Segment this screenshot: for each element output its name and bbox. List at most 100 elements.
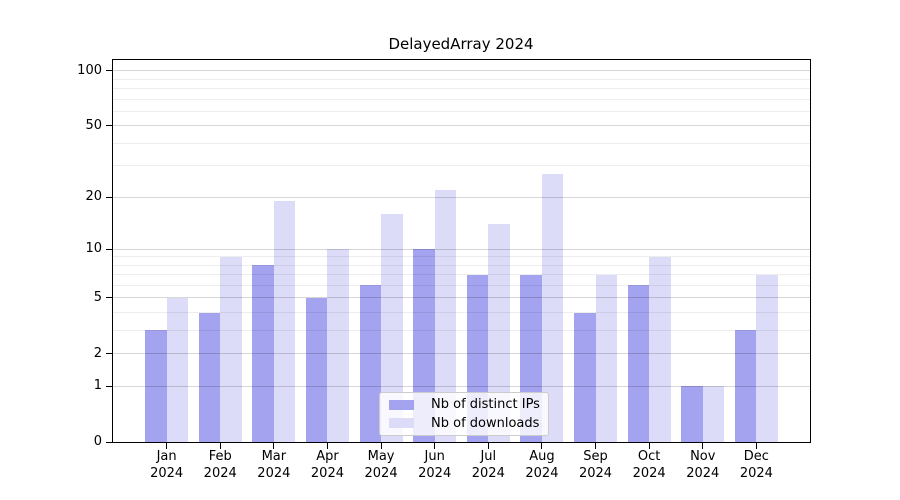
x-tick-jul [487, 443, 489, 449]
x-tick-oct [648, 443, 650, 449]
major-gridline-50 [113, 125, 810, 127]
minor-gridline-3 [113, 329, 810, 331]
x-tick-label-month: Dec [743, 449, 769, 464]
x-tick-label-month: Jan [156, 449, 177, 464]
bar-may-distinct-ips [359, 285, 382, 442]
y-tick-50 [106, 125, 112, 127]
bar-apr-downloads [327, 249, 349, 442]
y-tick-100 [106, 70, 112, 72]
y-tick-label-100: 100 [77, 62, 102, 78]
x-tick-label-month: Aug [529, 449, 555, 464]
x-tick-label-month: May [367, 449, 395, 464]
x-tick-sep [595, 443, 597, 449]
x-tick-aug [541, 443, 543, 449]
x-tick-label-aug: Aug 2024 [507, 448, 577, 482]
x-tick-label-jan: Jan 2024 [132, 448, 202, 482]
y-tick-label-10: 10 [85, 241, 102, 257]
legend: Nb of distinct IPs Nb of downloads [379, 392, 549, 436]
y-tick-2 [106, 353, 112, 355]
major-gridline-10 [113, 248, 810, 250]
bar-mar-distinct-ips [252, 265, 274, 442]
y-tick-1 [106, 385, 112, 387]
minor-gridline-8 [113, 264, 810, 266]
x-tick-label-year: 2024 [525, 466, 559, 481]
bar-dec-downloads [756, 274, 778, 442]
x-tick-label-year: 2024 [632, 466, 666, 481]
x-tick-label-month: Mar [261, 449, 287, 464]
x-tick-nov [702, 443, 704, 449]
bar-aug-downloads [541, 173, 564, 442]
x-tick-label-month: Jun [424, 449, 445, 464]
minor-gridline-90 [113, 78, 810, 80]
bar-sep-distinct-ips [574, 312, 596, 442]
x-tick-label-dec: Dec 2024 [721, 448, 791, 482]
legend-label-downloads: Nb of downloads [431, 415, 540, 431]
x-tick-label-jun: Jun 2024 [400, 448, 470, 482]
x-tick-jun [434, 443, 436, 449]
minor-gridline-40 [113, 142, 810, 144]
bar-apr-distinct-ips [306, 297, 328, 442]
x-tick-label-year: 2024 [739, 466, 773, 481]
x-tick-label-year: 2024 [578, 466, 613, 481]
x-tick-label-may: May 2024 [346, 448, 416, 482]
y-tick-10 [106, 248, 112, 250]
x-tick-label-month: Sep [583, 449, 608, 464]
x-tick-label-year: 2024 [418, 466, 452, 481]
x-tick-feb [219, 443, 221, 449]
y-tick-0 [106, 441, 112, 443]
major-gridline-5 [113, 297, 810, 299]
x-tick-label-year: 2024 [150, 466, 184, 481]
x-tick-may [380, 443, 382, 449]
bar-sep-downloads [595, 274, 617, 442]
legend-swatch-ips [389, 399, 414, 410]
x-tick-label-year: 2024 [203, 466, 237, 481]
chart-title: DelayedArray 2024 [388, 35, 534, 53]
minor-gridline-4 [113, 312, 810, 314]
y-tick-label-20: 20 [85, 189, 102, 205]
major-gridline-1 [113, 385, 810, 387]
minor-gridline-60 [113, 110, 810, 112]
bar-nov-downloads [702, 386, 725, 442]
bar-nov-distinct-ips [681, 386, 703, 442]
y-tick-label-0: 0 [93, 434, 102, 449]
bar-feb-downloads [220, 256, 242, 442]
x-tick-label-oct: Oct 2024 [614, 448, 684, 482]
x-tick-label-mar: Mar 2024 [239, 448, 309, 482]
x-tick-label-nov: Nov 2024 [668, 448, 738, 482]
bar-may-downloads [381, 214, 403, 442]
minor-gridline-6 [113, 284, 810, 286]
y-tick-label-50: 50 [85, 117, 102, 133]
y-tick-label-2: 2 [93, 345, 102, 361]
y-tick-20 [106, 196, 112, 198]
x-tick-label-year: 2024 [364, 466, 398, 481]
bar-oct-downloads [649, 256, 671, 442]
x-tick-label-month: Jul [480, 449, 497, 464]
y-tick-label-5: 5 [93, 289, 102, 305]
plot-area: Nb of distinct IPs Nb of downloads [112, 59, 811, 443]
x-tick-label-sep: Sep 2024 [561, 448, 631, 482]
y-tick-5 [106, 297, 112, 299]
x-tick-apr [326, 443, 328, 449]
bar-mar-downloads [273, 201, 296, 442]
legend-label-ips: Nb of distinct IPs [431, 397, 540, 413]
x-tick-label-jul: Jul 2024 [453, 448, 523, 482]
legend-swatch-downloads [389, 418, 414, 429]
minor-gridline-9 [113, 256, 810, 258]
x-tick-label-year: 2024 [257, 466, 291, 481]
major-gridline-2 [113, 353, 810, 355]
bar-oct-distinct-ips [627, 285, 650, 442]
x-tick-mar [273, 443, 275, 449]
bar-jan-distinct-ips [145, 330, 167, 442]
x-tick-label-month: Apr [316, 449, 339, 464]
minor-gridline-80 [113, 88, 810, 90]
x-tick-label-month: Oct [637, 449, 661, 464]
x-tick-jan [166, 443, 168, 449]
x-tick-label-month: Nov [690, 449, 716, 464]
x-tick-label-year: 2024 [686, 466, 720, 481]
x-tick-dec [755, 443, 757, 449]
x-tick-label-feb: Feb 2024 [185, 448, 255, 482]
bar-feb-distinct-ips [198, 312, 221, 442]
x-tick-label-year: 2024 [310, 466, 344, 481]
bar-jul-downloads [488, 224, 510, 442]
